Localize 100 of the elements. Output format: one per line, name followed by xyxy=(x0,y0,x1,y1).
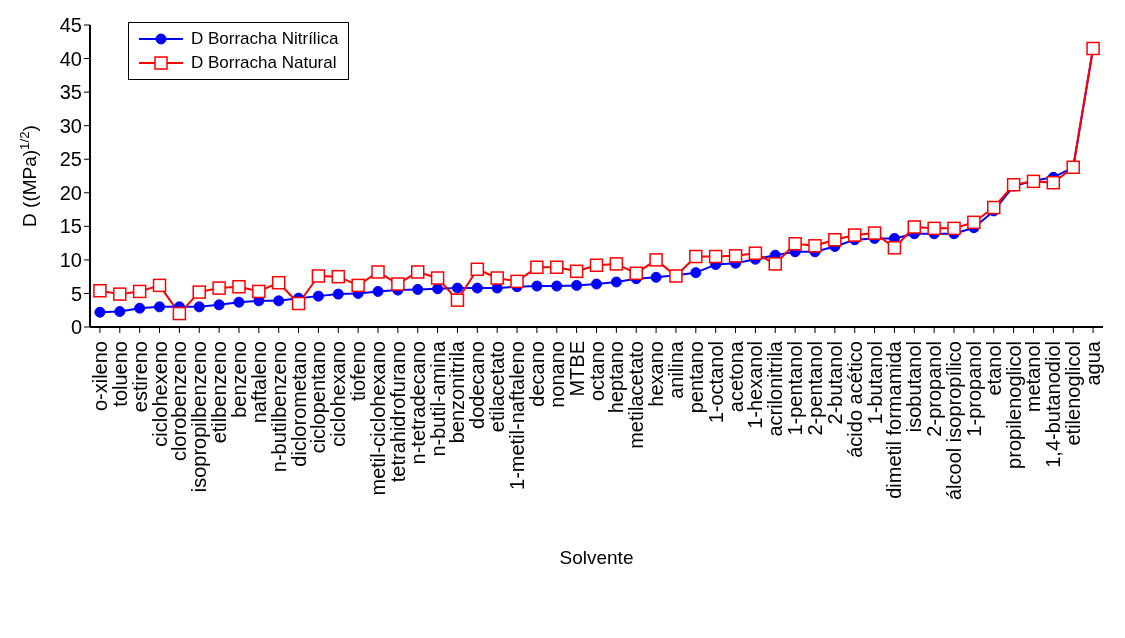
point xyxy=(510,274,524,289)
x-tick-label: n-tetradecano xyxy=(406,341,429,465)
y-tick-label: 35 xyxy=(59,81,82,104)
point xyxy=(649,253,663,267)
x-tick-label: tolueno xyxy=(108,341,131,407)
point xyxy=(887,241,902,255)
point xyxy=(788,237,802,251)
point xyxy=(132,284,147,299)
x-tick-label: 1-pentanol xyxy=(784,341,807,436)
point xyxy=(152,278,167,293)
x-tick-label: ciclohexeno xyxy=(148,341,171,447)
legend-label: D Borracha Nitrílica xyxy=(191,29,339,49)
point xyxy=(768,257,783,271)
point xyxy=(212,281,226,295)
point xyxy=(432,283,444,295)
x-tick-label: nonano xyxy=(545,341,568,408)
x-tick-label: tiofeno xyxy=(347,341,370,402)
x-tick-label: diclorometano xyxy=(287,341,310,467)
point xyxy=(530,260,544,275)
x-tick-label: n-butil-amina xyxy=(426,340,449,457)
point xyxy=(233,296,245,308)
y-tick-label: 40 xyxy=(59,47,82,70)
point xyxy=(312,290,324,302)
point xyxy=(531,280,543,292)
x-tick-label: dimetil formamida xyxy=(883,340,906,499)
point xyxy=(629,266,643,281)
point xyxy=(609,257,624,271)
x-tick-label: clorobenzeno xyxy=(168,341,191,462)
point xyxy=(351,278,365,293)
point xyxy=(708,249,723,264)
point xyxy=(689,249,703,264)
x-tick-label: 1-butanol xyxy=(863,341,886,425)
point xyxy=(213,299,225,311)
point xyxy=(331,269,346,284)
y-tick-label: 15 xyxy=(59,215,82,238)
point xyxy=(967,215,981,230)
point xyxy=(252,284,266,299)
point xyxy=(987,200,1001,215)
x-tick-label: n-butilbenzeno xyxy=(267,341,290,473)
x-axis-title: Solvente xyxy=(559,547,634,568)
x-tick-label: ácido acético xyxy=(843,341,866,458)
point xyxy=(490,271,504,285)
point xyxy=(650,271,662,283)
x-tick-label: dodecano xyxy=(466,341,489,429)
point xyxy=(332,288,344,300)
x-tick-label: naftaleno xyxy=(247,341,270,424)
x-tick-label: acetona xyxy=(724,340,747,413)
x-tick-label: 1,4-butanodiol xyxy=(1042,341,1065,468)
y-tick-label: 5 xyxy=(70,282,82,305)
point xyxy=(867,226,882,240)
point xyxy=(828,233,842,247)
x-tick-label: estireno xyxy=(128,341,151,413)
x-tick-label: ciclopentano xyxy=(307,341,330,454)
point xyxy=(569,264,584,279)
point xyxy=(154,301,166,313)
point xyxy=(430,271,445,285)
point xyxy=(471,282,483,294)
point xyxy=(193,301,205,313)
x-tick-label: isopropilbenzeno xyxy=(188,341,211,493)
y-tick-label: 10 xyxy=(59,248,82,271)
point xyxy=(551,280,563,292)
legend-label: D Borracha Natural xyxy=(191,53,337,73)
y-tick-label: 20 xyxy=(59,181,82,204)
point xyxy=(808,239,822,253)
x-tick-label: octano xyxy=(585,341,608,402)
point xyxy=(550,260,564,275)
x-tick-label: isobutanol xyxy=(903,341,926,433)
x-tick-label: 2-propanol xyxy=(923,341,946,437)
x-tick-label: acrilonitrila xyxy=(764,340,787,437)
x-tick-label: etilenoglicol xyxy=(1062,341,1085,446)
point xyxy=(907,220,922,234)
point xyxy=(311,269,326,283)
x-tick-label: benzeno xyxy=(227,341,250,418)
point xyxy=(591,278,602,290)
x-tick-label: etilacetato xyxy=(486,341,509,433)
x-tick-label: o-xileno xyxy=(88,341,111,412)
point xyxy=(610,276,622,288)
y-tick-label: 45 xyxy=(59,14,82,37)
x-tick-label: propilenoglicol xyxy=(1002,341,1025,469)
x-tick-label: MTBE xyxy=(565,341,588,397)
point xyxy=(748,246,763,260)
point xyxy=(371,265,385,279)
point xyxy=(1046,175,1061,190)
point xyxy=(192,285,206,299)
point xyxy=(728,249,743,263)
point xyxy=(94,306,106,318)
x-tick-label: benzonitrila xyxy=(446,340,469,444)
y-tick-label: 0 xyxy=(70,316,82,339)
point xyxy=(114,306,126,318)
x-tick-label: heptano xyxy=(605,341,628,414)
point xyxy=(451,282,463,294)
point xyxy=(690,267,702,279)
point xyxy=(947,221,961,236)
point xyxy=(410,265,425,279)
point xyxy=(927,221,941,236)
x-tick-label: pentano xyxy=(684,341,707,414)
point xyxy=(391,277,405,291)
y-tick-label: 25 xyxy=(59,148,82,171)
point xyxy=(172,306,187,321)
point xyxy=(571,279,583,291)
